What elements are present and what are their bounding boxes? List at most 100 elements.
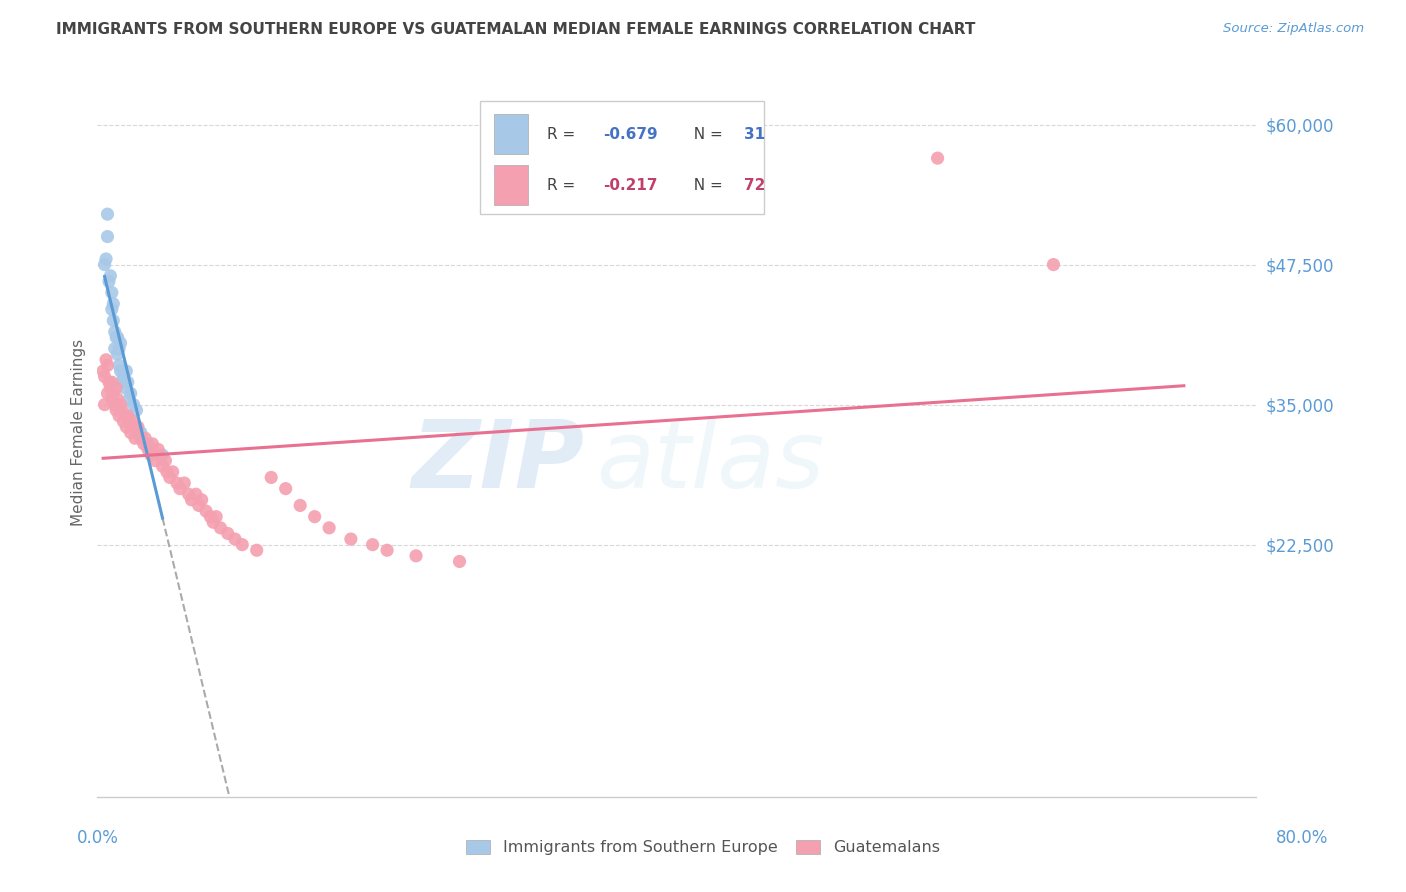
Point [100, 381, 122, 395]
Point [288, 499, 311, 513]
Text: 0.0%: 0.0% [77, 829, 120, 847]
Point [139, 448, 162, 462]
Point [107, 392, 129, 406]
Point [187, 499, 209, 513]
Point [274, 482, 297, 496]
Point [177, 487, 200, 501]
Text: -0.217: -0.217 [603, 178, 657, 193]
Point [111, 375, 134, 389]
Point [115, 420, 138, 434]
Point [107, 330, 129, 344]
Point [449, 554, 471, 568]
Point [152, 448, 174, 462]
Point [209, 521, 232, 535]
Point [94, 252, 117, 266]
Point [104, 398, 127, 412]
Point [124, 431, 146, 445]
Point [93, 258, 115, 272]
Point [96, 207, 118, 221]
Point [927, 151, 949, 165]
Point [129, 425, 152, 440]
Point [260, 470, 283, 484]
Point [105, 330, 128, 344]
Point [136, 442, 159, 457]
Point [340, 532, 363, 546]
Point [129, 431, 152, 445]
Point [97, 274, 120, 288]
Point [318, 521, 340, 535]
Point [205, 509, 228, 524]
Point [149, 448, 172, 462]
Point [1042, 258, 1064, 272]
Point [405, 549, 427, 563]
Point [136, 437, 159, 451]
Point [166, 476, 188, 491]
Point [115, 364, 138, 378]
FancyBboxPatch shape [479, 102, 763, 214]
Text: R =: R = [547, 127, 581, 142]
Point [110, 336, 132, 351]
Point [104, 325, 127, 339]
Point [96, 229, 118, 244]
Text: Source: ZipAtlas.com: Source: ZipAtlas.com [1223, 22, 1364, 36]
Point [156, 465, 179, 479]
Point [103, 297, 125, 311]
Point [184, 487, 207, 501]
Point [110, 364, 132, 378]
Point [121, 420, 143, 434]
Point [118, 392, 141, 406]
Point [122, 398, 145, 412]
Point [125, 403, 148, 417]
Point [375, 543, 398, 558]
Point [246, 543, 269, 558]
Text: ZIP: ZIP [411, 416, 583, 508]
Point [173, 476, 195, 491]
Point [112, 414, 135, 428]
Point [104, 342, 127, 356]
Point [110, 398, 132, 412]
Point [148, 442, 170, 457]
Point [361, 538, 384, 552]
Point [93, 398, 115, 412]
Point [114, 409, 136, 423]
Point [107, 347, 129, 361]
Point [125, 425, 148, 440]
Text: -0.679: -0.679 [603, 127, 657, 142]
Text: IMMIGRANTS FROM SOUTHERN EUROPE VS GUATEMALAN MEDIAN FEMALE EARNINGS CORRELATION: IMMIGRANTS FROM SOUTHERN EUROPE VS GUATE… [56, 22, 976, 37]
Point [169, 482, 191, 496]
Point [162, 465, 184, 479]
Point [103, 313, 125, 327]
Point [159, 470, 181, 484]
Point [112, 369, 135, 384]
Point [117, 375, 139, 389]
Point [152, 459, 174, 474]
Point [100, 268, 122, 283]
Point [108, 359, 131, 373]
Point [217, 526, 239, 541]
Point [120, 386, 142, 401]
Point [202, 515, 225, 529]
Point [111, 403, 134, 417]
Point [105, 403, 128, 417]
Text: 72: 72 [744, 178, 765, 193]
Point [141, 437, 163, 451]
Text: N =: N = [683, 127, 727, 142]
Point [200, 509, 222, 524]
Point [180, 492, 202, 507]
Point [190, 492, 212, 507]
Point [132, 437, 155, 451]
Point [117, 409, 139, 423]
Text: N =: N = [683, 178, 727, 193]
Point [101, 392, 124, 406]
Point [97, 375, 120, 389]
Point [93, 369, 115, 384]
Point [195, 504, 218, 518]
Point [101, 375, 124, 389]
Bar [494, 165, 529, 205]
Text: 80.0%: 80.0% [1277, 829, 1329, 847]
Point [122, 414, 145, 428]
Text: R =: R = [547, 178, 581, 193]
Point [224, 532, 246, 546]
Point [103, 386, 125, 401]
Bar [494, 114, 529, 154]
